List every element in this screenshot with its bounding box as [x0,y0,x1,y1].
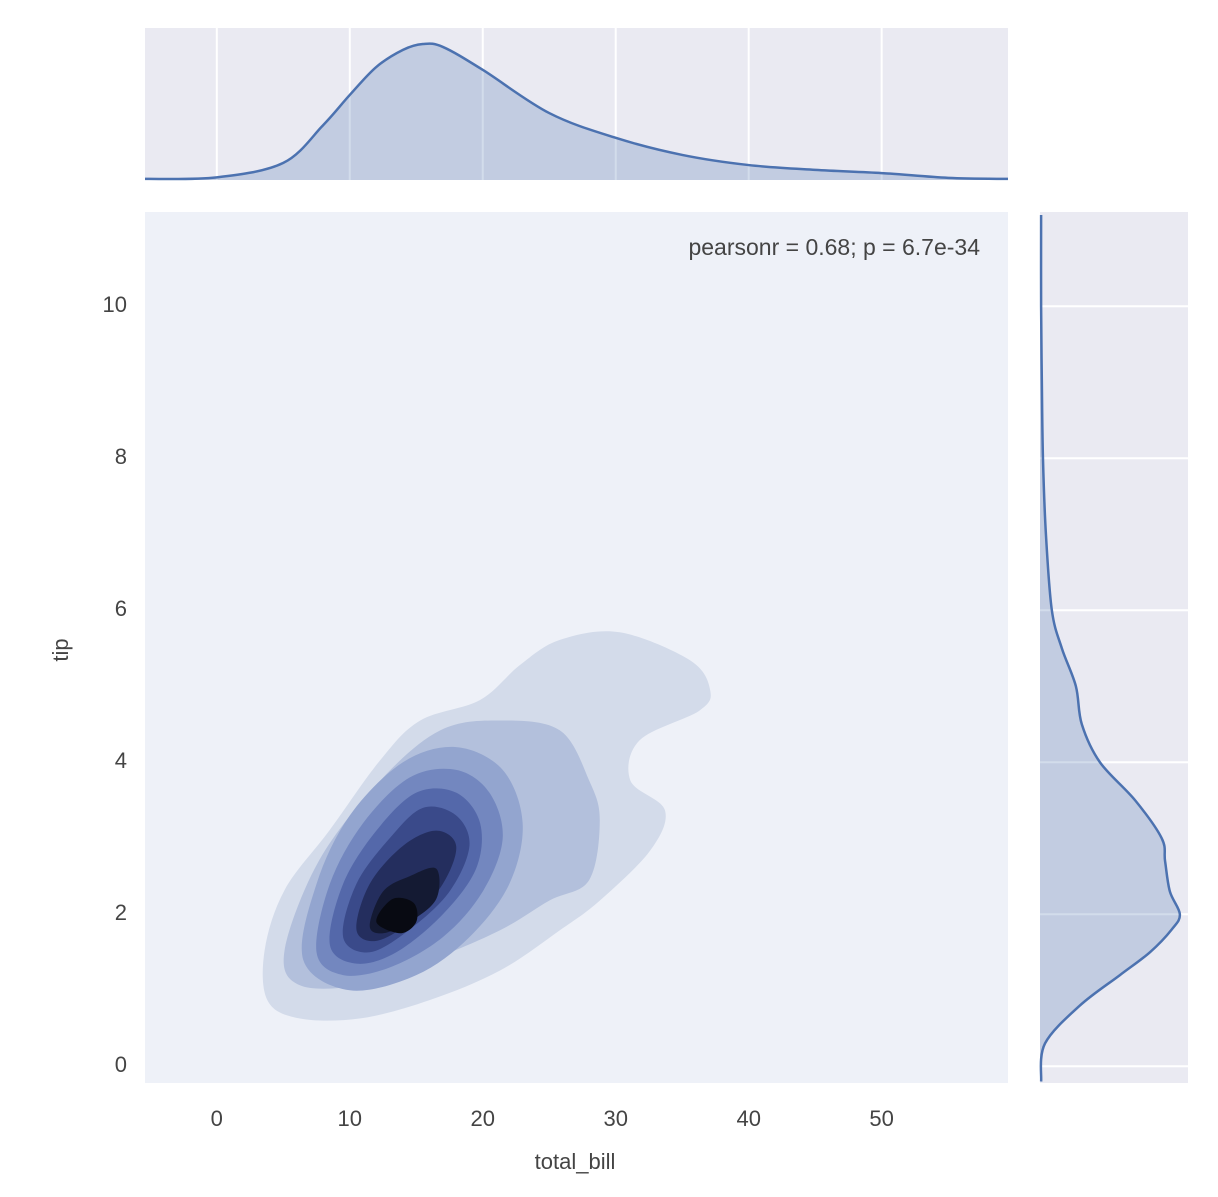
y-tick-label: 0 [115,1052,127,1077]
y-tick-label: 8 [115,444,127,469]
density-line [144,42,1009,181]
y-tick-label: 6 [115,596,127,621]
density-fill [1040,215,1180,1082]
y-tick-label: 2 [115,900,127,925]
marks [144,28,1188,1082]
y-tick-label: 10 [103,292,127,317]
x-tick-label: 50 [869,1106,893,1131]
x-tick-label: 0 [211,1106,223,1131]
annotation: pearsonr = 0.68; p = 6.7e-34 [688,234,980,260]
x-tick-label: 40 [736,1106,760,1131]
y-tick-label: 4 [115,748,127,773]
top-panel [145,28,1008,180]
x-axis-label: total_bill [535,1149,616,1174]
x-tick-label: 10 [338,1106,362,1131]
density-fill [145,43,1008,180]
y-axis-label: tip [48,638,73,661]
contour-level [376,897,418,934]
x-tick-label: 20 [471,1106,495,1131]
x-tick-label: 30 [603,1106,627,1131]
density-line [1039,215,1182,1082]
